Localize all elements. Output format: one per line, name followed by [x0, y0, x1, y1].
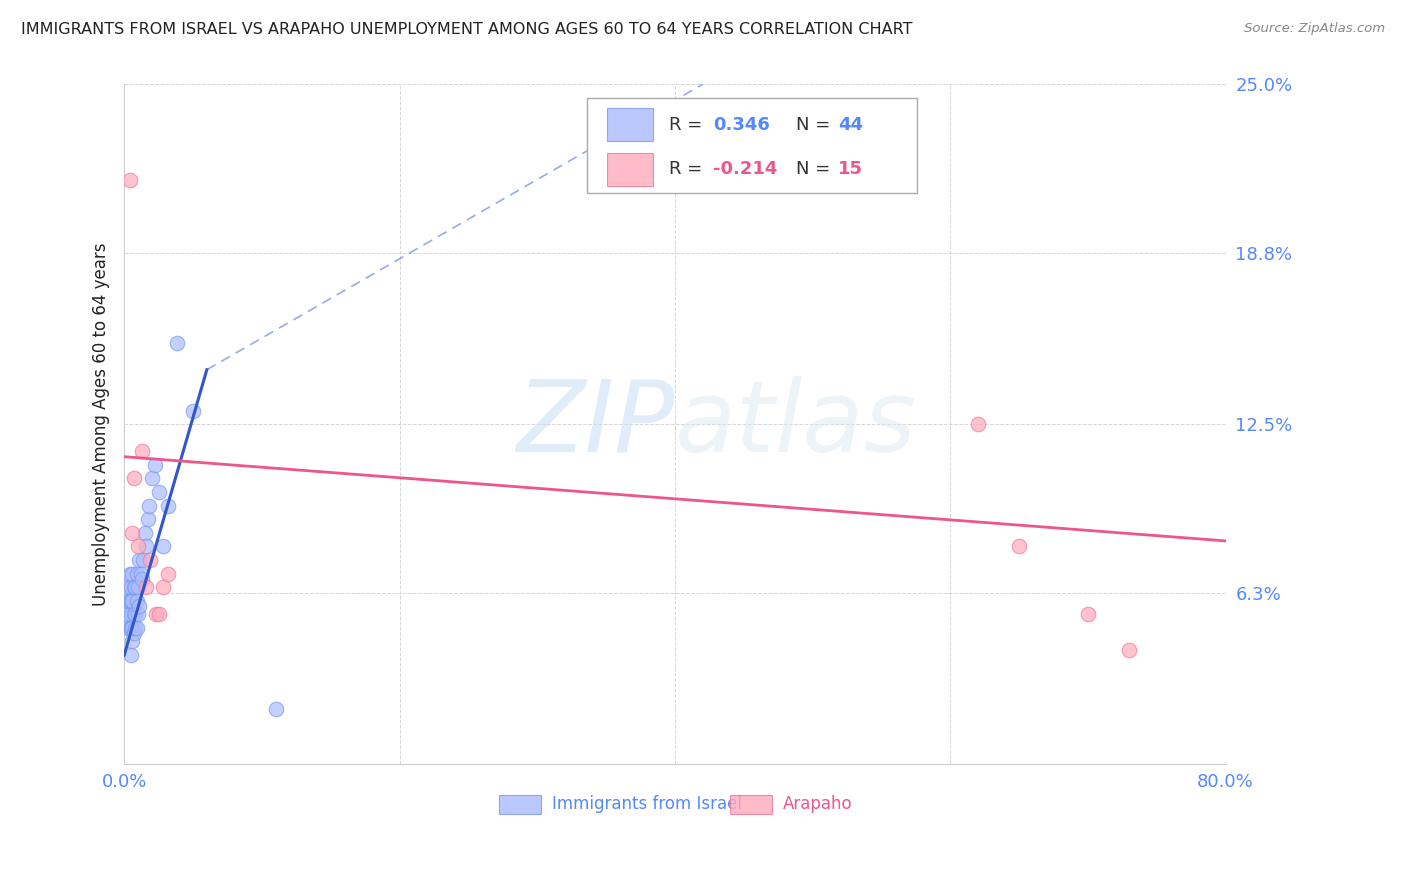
Point [115, 621, 138, 635]
Point [128, 553, 150, 567]
Point [121, 525, 143, 540]
Point [122, 471, 145, 485]
Text: -0.214: -0.214 [713, 161, 778, 178]
Text: N =: N = [796, 161, 837, 178]
Point [157, 499, 180, 513]
Point [120, 607, 142, 622]
Point [131, 444, 153, 458]
Text: R =: R = [669, 161, 709, 178]
Text: 44: 44 [838, 116, 863, 134]
FancyBboxPatch shape [586, 98, 917, 194]
Text: 0.346: 0.346 [713, 116, 770, 134]
Text: ZIP: ZIP [516, 376, 675, 473]
Point [117, 580, 139, 594]
Point [125, 621, 148, 635]
Point [138, 499, 160, 513]
Point [121, 621, 143, 635]
Point [1077, 607, 1099, 622]
Point [1118, 642, 1140, 657]
Point [120, 648, 142, 662]
Point [122, 580, 145, 594]
Point [152, 580, 174, 594]
Point [118, 593, 141, 607]
Point [132, 553, 155, 567]
Point [157, 566, 180, 581]
Text: N =: N = [796, 116, 837, 134]
Point [139, 553, 162, 567]
FancyBboxPatch shape [606, 108, 652, 141]
Point [141, 471, 163, 485]
Point [117, 593, 139, 607]
Point [264, 702, 287, 716]
Point [127, 540, 149, 554]
Point [118, 621, 141, 635]
Point [166, 335, 188, 350]
FancyBboxPatch shape [499, 795, 540, 814]
Point [122, 626, 145, 640]
FancyBboxPatch shape [730, 795, 772, 814]
Point [122, 607, 145, 622]
Text: atlas: atlas [675, 376, 917, 473]
Point [148, 607, 170, 622]
Point [136, 512, 159, 526]
Point [118, 172, 141, 186]
Point [125, 566, 148, 581]
Point [131, 572, 153, 586]
Point [124, 621, 146, 635]
Point [148, 485, 170, 500]
Point [121, 634, 143, 648]
FancyBboxPatch shape [606, 153, 652, 186]
Point [120, 621, 142, 635]
Point [128, 599, 150, 614]
Point [134, 525, 156, 540]
Text: Arapaho: Arapaho [783, 795, 852, 813]
Point [181, 403, 204, 417]
Point [127, 607, 149, 622]
Point [118, 566, 141, 581]
Point [1008, 540, 1031, 554]
Point [124, 580, 146, 594]
Point [117, 607, 139, 622]
Text: Source: ZipAtlas.com: Source: ZipAtlas.com [1244, 22, 1385, 36]
Point [127, 580, 149, 594]
Text: 15: 15 [838, 161, 863, 178]
Point [121, 593, 143, 607]
Point [129, 566, 152, 581]
Text: IMMIGRANTS FROM ISRAEL VS ARAPAHO UNEMPLOYMENT AMONG AGES 60 TO 64 YEARS CORRELA: IMMIGRANTS FROM ISRAEL VS ARAPAHO UNEMPL… [21, 22, 912, 37]
Point [145, 607, 167, 622]
Point [135, 540, 157, 554]
Point [121, 566, 143, 581]
Point [966, 417, 988, 431]
Point [152, 540, 174, 554]
Text: R =: R = [669, 116, 709, 134]
Y-axis label: Unemployment Among Ages 60 to 64 years: Unemployment Among Ages 60 to 64 years [93, 243, 110, 606]
Point [135, 580, 157, 594]
Point [143, 458, 166, 472]
Point [125, 593, 148, 607]
Point [120, 593, 142, 607]
Point [124, 607, 146, 622]
Text: Immigrants from Israel: Immigrants from Israel [551, 795, 741, 813]
Point [120, 580, 142, 594]
